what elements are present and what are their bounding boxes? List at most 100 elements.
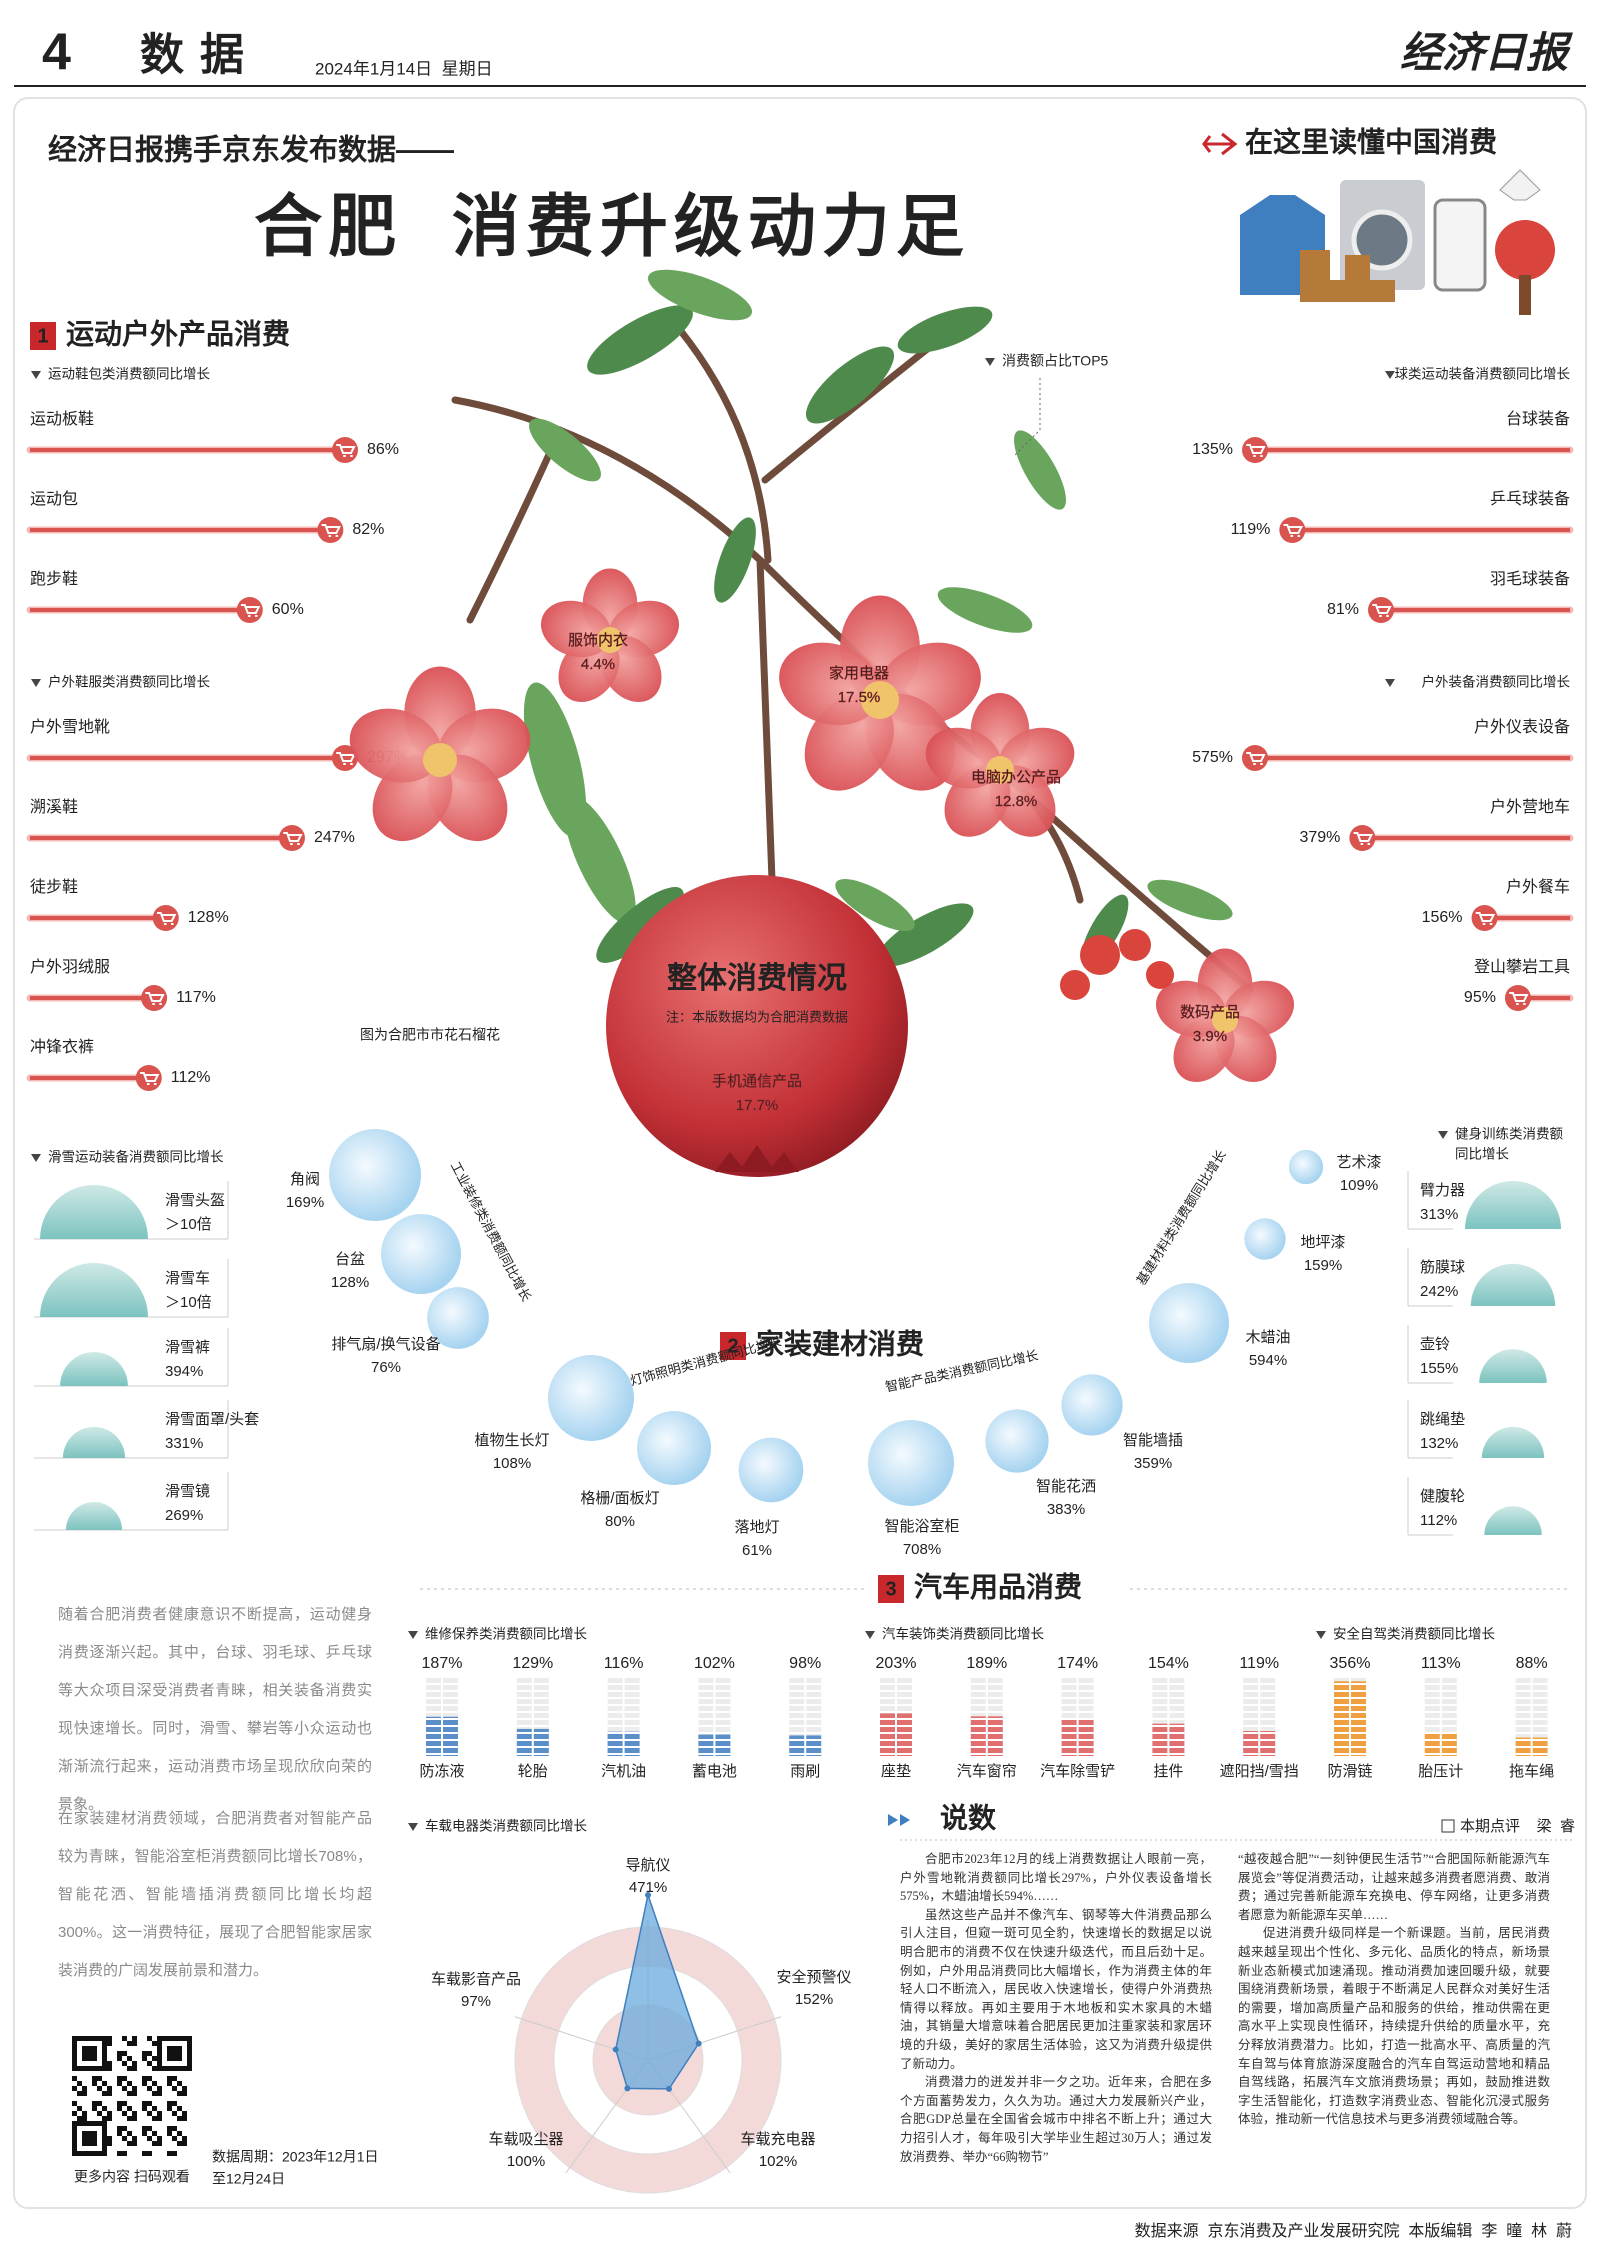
bubble [1288,1149,1324,1185]
flower-center [986,756,1014,784]
qr-module [177,2066,182,2071]
qr-module [82,2091,87,2096]
qr-module [87,2046,92,2051]
item-label: 跳绳垫 [1420,1411,1465,1428]
qr-module [142,2051,147,2056]
qr-module [142,2056,147,2061]
qr-module [77,2066,82,2071]
share-label: 家用电器 [829,665,889,682]
qr-module [72,2046,77,2051]
section-name: 数据 [140,31,260,80]
bubble [868,1420,954,1506]
commentary-column: “越夜越合肥”“一刻钟便民生活节”“合肥国际新能源汽车展览会”等促消费活动，让越… [1238,1850,1550,2129]
qr-module [152,2066,157,2071]
leaf [714,517,756,603]
qr-module [102,2141,107,2146]
qr-module [102,2056,107,2061]
icon-racket-handle [1519,275,1531,315]
petal [540,600,612,658]
bullet-triangle [31,679,41,687]
qr-module [157,2051,162,2056]
qr-module [77,2036,82,2041]
group-title: 球类运动装备消费额同比增长 [1395,366,1571,382]
qr-module [127,2106,132,2111]
qr-module [147,2051,152,2056]
leaf [835,879,915,931]
value-label: 128% [331,1274,369,1291]
leaf [1014,430,1066,510]
qr-module [187,2061,192,2066]
item-label: 健腹轮 [1420,1488,1465,1505]
qr-module [82,2136,87,2141]
qr-module [77,2151,82,2156]
top5-title: 消费额占比TOP5 [1002,353,1109,369]
value-label: 187% [422,1655,463,1672]
semicircle [1465,1181,1561,1229]
qr-module [132,2086,137,2091]
value-label: 247% [314,829,355,846]
bullet-triangle [408,1823,418,1831]
bullet-triangle [31,1154,41,1162]
qr-module [92,2131,97,2136]
data-period: 至12月24日 [212,2171,285,2187]
qr-module [172,2076,177,2081]
value-label: 135% [1192,441,1233,458]
share-value: 3.9% [1193,1028,1227,1045]
leaf [587,305,693,375]
qr-module [92,2101,97,2106]
qr-module [82,2141,87,2146]
data-period: 数据周期：2023年12月1日 [212,2149,379,2165]
icon-shuttlecock [1499,169,1541,201]
qr-module [72,2131,77,2136]
item-label: 滑雪裤 [165,1339,210,1356]
item-label: 运动包 [30,490,78,508]
qr-module [102,2136,107,2141]
qr-module [177,2051,182,2056]
value-label: 82% [352,521,384,538]
value-label: 269% [165,1507,203,1524]
qr-module [92,2056,97,2061]
qr-module [177,2131,182,2136]
qr-module [107,2061,112,2066]
qr-module [172,2136,177,2141]
qr-module [157,2116,162,2121]
item-label: 导航仪 [625,1857,670,1874]
semicircle [65,1502,123,1530]
qr-module [87,2121,92,2126]
qr-module [87,2056,92,2061]
qr-module [157,2066,162,2071]
item-label: 滑雪面罩/头套 [165,1411,259,1428]
value-label: 100% [507,2153,545,2170]
item-label: 台球装备 [1506,410,1570,428]
leaf [937,587,1033,633]
item-label: 臂力器 [1420,1182,1465,1199]
qr-module [177,2106,182,2111]
value-label: 128% [188,909,229,926]
cart-icon [145,992,165,1005]
value-label: 60% [272,601,304,618]
qr-module [117,2126,122,2131]
item-label: 户外雪地靴 [30,718,110,736]
qr-module [147,2111,152,2116]
petal [349,708,442,783]
bar-cap [278,825,305,851]
qr-module [172,2051,177,2056]
qr-module [187,2066,192,2071]
bullet-triangle [408,1631,418,1639]
qr-module [132,2066,137,2071]
value-label: 61% [742,1542,772,1559]
cart-icon [240,604,261,617]
qr-module [102,2046,107,2051]
item-label: 户外仪表设备 [1474,718,1570,736]
qr-module [157,2046,162,2051]
qr-module [132,2061,137,2066]
bubble [380,1213,462,1295]
cart-icon [1372,604,1392,617]
qr-module [82,2051,87,2056]
qr-module [127,2091,132,2096]
qr-module [122,2051,127,2056]
qr-module [132,2111,137,2116]
qr-module [107,2041,112,2046]
bar-cap [1242,745,1268,771]
qr-module [147,2086,152,2091]
